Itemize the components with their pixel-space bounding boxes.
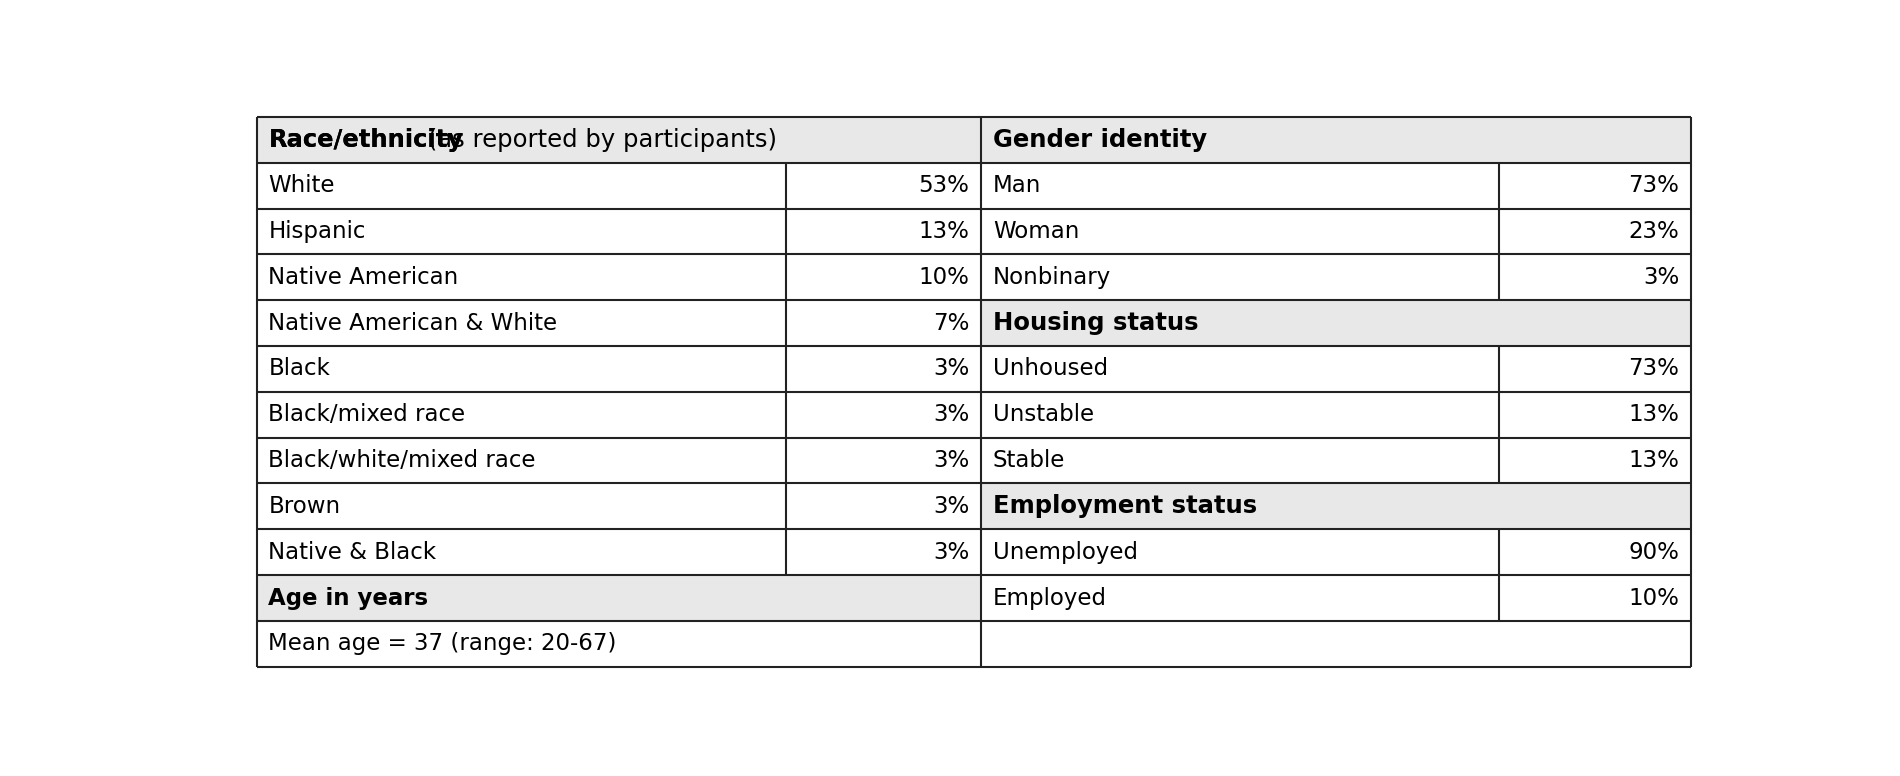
Bar: [256, 392, 980, 438]
Bar: [256, 300, 980, 346]
Bar: [256, 163, 980, 209]
Text: Man: Man: [994, 175, 1041, 197]
Bar: [980, 392, 1691, 438]
Bar: [256, 529, 980, 575]
Text: Stable: Stable: [994, 449, 1066, 472]
Text: 3%: 3%: [933, 541, 969, 563]
Text: 13%: 13%: [1628, 449, 1680, 472]
Bar: [980, 575, 1691, 621]
Text: (as reported by participants): (as reported by participants): [420, 128, 777, 152]
Text: Mean age = 37 (range: 20-67): Mean age = 37 (range: 20-67): [268, 632, 618, 656]
Text: 73%: 73%: [1628, 358, 1680, 380]
Text: 13%: 13%: [1628, 404, 1680, 426]
Bar: [980, 621, 1691, 667]
Text: 3%: 3%: [933, 358, 969, 380]
Bar: [980, 209, 1691, 255]
Bar: [256, 346, 980, 392]
Text: 7%: 7%: [933, 312, 969, 334]
Text: 13%: 13%: [918, 220, 969, 243]
Bar: [256, 483, 980, 529]
Text: 23%: 23%: [1628, 220, 1680, 243]
Bar: [256, 117, 980, 163]
Text: Race/ethnicity: Race/ethnicity: [268, 128, 464, 152]
Bar: [256, 621, 980, 667]
Bar: [980, 163, 1691, 209]
Bar: [980, 300, 1691, 346]
Text: Woman: Woman: [994, 220, 1079, 243]
Text: Race/ethnicity (as reported by participants): Race/ethnicity (as reported by participa…: [268, 128, 798, 152]
Text: 53%: 53%: [918, 175, 969, 197]
Text: Brown: Brown: [268, 495, 340, 518]
Bar: [256, 575, 980, 621]
Text: 3%: 3%: [933, 404, 969, 426]
Text: Gender identity: Gender identity: [994, 128, 1206, 152]
Text: Native & Black: Native & Black: [268, 541, 437, 563]
Text: Housing status: Housing status: [994, 311, 1199, 335]
Text: 3%: 3%: [1644, 266, 1680, 289]
Text: Black/white/mixed race: Black/white/mixed race: [268, 449, 536, 472]
Text: Employment status: Employment status: [994, 494, 1258, 518]
Text: Age in years: Age in years: [268, 587, 429, 609]
Text: 10%: 10%: [918, 266, 969, 289]
Text: White: White: [268, 175, 334, 197]
Text: Employed: Employed: [994, 587, 1108, 609]
Bar: [980, 255, 1691, 300]
Text: 73%: 73%: [1628, 175, 1680, 197]
Bar: [256, 255, 980, 300]
Bar: [980, 438, 1691, 483]
Text: Nonbinary: Nonbinary: [994, 266, 1112, 289]
Text: Unstable: Unstable: [994, 404, 1094, 426]
Text: 10%: 10%: [1628, 587, 1680, 609]
Text: 3%: 3%: [933, 495, 969, 518]
Text: Black: Black: [268, 358, 331, 380]
Bar: [980, 117, 1691, 163]
Text: 3%: 3%: [933, 449, 969, 472]
Text: Native American: Native American: [268, 266, 458, 289]
Bar: [980, 529, 1691, 575]
Bar: [980, 346, 1691, 392]
Text: Black/mixed race: Black/mixed race: [268, 404, 466, 426]
Text: Native American & White: Native American & White: [268, 312, 557, 334]
Text: Hispanic: Hispanic: [268, 220, 367, 243]
Bar: [980, 483, 1691, 529]
Text: Race/ethnicity: Race/ethnicity: [268, 128, 464, 152]
Bar: [256, 438, 980, 483]
Text: 90%: 90%: [1628, 541, 1680, 563]
Bar: [256, 209, 980, 255]
Text: Unemployed: Unemployed: [994, 541, 1138, 563]
Text: Unhoused: Unhoused: [994, 358, 1108, 380]
